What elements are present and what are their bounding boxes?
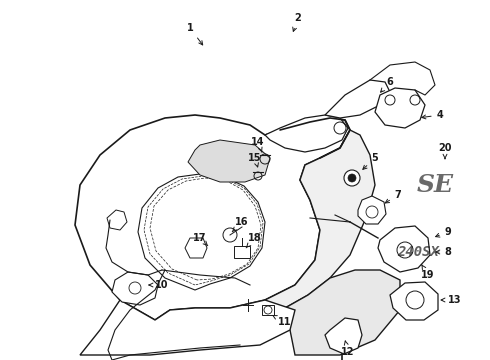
- Bar: [234, 246, 250, 258]
- Polygon shape: [185, 238, 207, 258]
- Text: 10: 10: [149, 280, 169, 290]
- Polygon shape: [265, 130, 375, 313]
- Text: SE: SE: [416, 173, 454, 197]
- Polygon shape: [375, 88, 425, 128]
- Circle shape: [344, 170, 360, 186]
- Polygon shape: [390, 282, 438, 320]
- Text: 1: 1: [187, 23, 203, 45]
- Text: 16: 16: [232, 217, 249, 232]
- Text: 20: 20: [438, 143, 452, 159]
- Polygon shape: [265, 115, 348, 152]
- Text: 13: 13: [441, 295, 462, 305]
- Text: 6: 6: [381, 77, 393, 92]
- Text: 18: 18: [246, 233, 262, 248]
- Polygon shape: [325, 318, 362, 354]
- Text: 14: 14: [251, 137, 265, 152]
- Bar: [262, 305, 274, 315]
- Text: 240SX: 240SX: [397, 245, 439, 259]
- Polygon shape: [80, 300, 295, 355]
- Polygon shape: [325, 80, 390, 118]
- Polygon shape: [188, 140, 270, 182]
- Polygon shape: [265, 270, 400, 355]
- Text: 8: 8: [436, 247, 451, 257]
- Text: 11: 11: [273, 315, 292, 327]
- Text: 7: 7: [385, 190, 401, 203]
- Text: 12: 12: [341, 341, 355, 357]
- Polygon shape: [138, 174, 265, 290]
- Polygon shape: [107, 210, 127, 230]
- Polygon shape: [378, 226, 430, 272]
- Text: 15: 15: [248, 153, 262, 167]
- Text: 17: 17: [193, 233, 208, 246]
- Circle shape: [348, 174, 356, 182]
- Text: 9: 9: [436, 227, 451, 237]
- Polygon shape: [112, 272, 158, 305]
- Text: 2: 2: [293, 13, 301, 31]
- Polygon shape: [75, 115, 350, 320]
- Polygon shape: [358, 196, 386, 224]
- Text: 5: 5: [363, 153, 378, 169]
- Text: 4: 4: [422, 110, 443, 120]
- Text: 19: 19: [421, 265, 435, 280]
